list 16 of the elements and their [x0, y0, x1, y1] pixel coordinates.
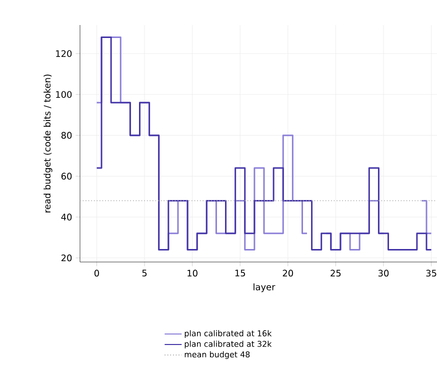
- x-tick-label: 30: [378, 270, 389, 277]
- y-tick-label: 20: [61, 254, 72, 262]
- x-tick-label: 5: [142, 270, 147, 276]
- y-tick-label: 100: [56, 91, 72, 98]
- x-axis-title: layer: [254, 283, 276, 292]
- y-axis-title: read budget (code bits / token): [44, 74, 52, 212]
- y-tick-label: 60: [61, 172, 72, 180]
- y-tick-label: 120: [56, 50, 72, 57]
- x-tick-label: 35: [426, 270, 436, 277]
- x-tick-label: 10: [188, 270, 198, 277]
- y-tick-label: 40: [61, 214, 72, 220]
- x-tick-label: 15: [235, 270, 246, 276]
- x-tick-label: 0: [94, 270, 99, 277]
- y-tick-label: 80: [61, 132, 72, 139]
- x-tick-label: 20: [282, 270, 294, 277]
- x-tick-label: 25: [330, 270, 341, 277]
